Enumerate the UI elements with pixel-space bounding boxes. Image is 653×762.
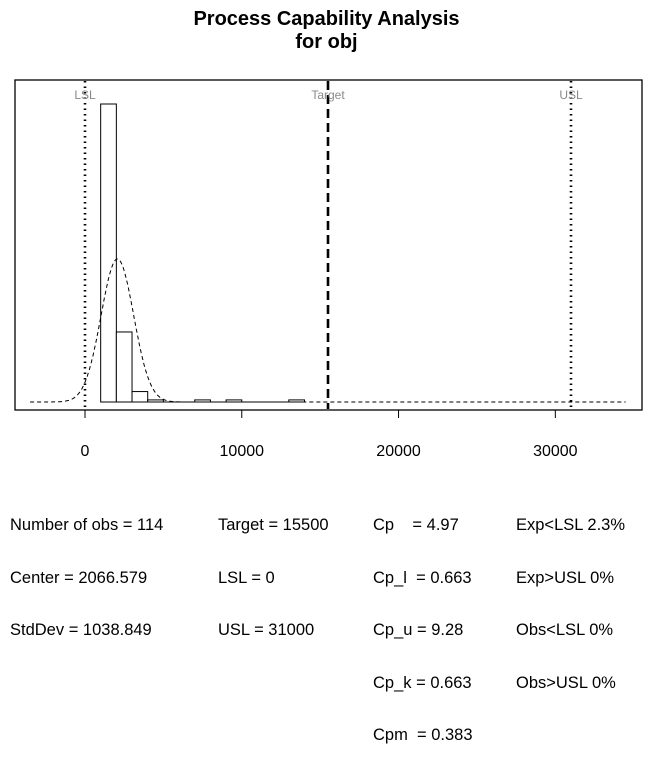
chart-title-line-2: for obj xyxy=(295,31,358,53)
stat-line: Center = 2066.579 xyxy=(10,568,148,587)
stat-line: Exp>USL 0% xyxy=(516,568,614,587)
stat-line: Exp<LSL 2.3% xyxy=(516,516,626,534)
histogram-bar xyxy=(131,391,149,403)
stats-column-1: Number of obs = 114 Center = 2066.579 St… xyxy=(10,482,163,657)
spec-label-lsl: LSL xyxy=(74,88,96,102)
stat-line: Cp_k = 0.663 xyxy=(373,673,472,692)
stat-line: Number of obs = 114 xyxy=(10,516,164,534)
stat-line: USL = 31000 xyxy=(218,621,315,639)
chart-title: Process Capability Analysis for obj xyxy=(0,8,653,54)
spec-label-usl: USL xyxy=(559,88,583,102)
chart-title-line-1: Process Capability Analysis xyxy=(193,8,460,30)
histogram-bar xyxy=(194,399,211,403)
histogram-bar xyxy=(147,399,164,403)
stats-column-3: Cp = 4.97 Cp_l = 0.663 Cp_u = 9.28 Cp_k … xyxy=(373,482,473,762)
plot-frame xyxy=(14,79,643,411)
stat-line: Target = 15500 xyxy=(218,516,329,534)
stats-column-2: Target = 15500 LSL = 0 USL = 31000 xyxy=(218,482,329,657)
histogram-bar xyxy=(115,331,133,403)
stat-line: Cp = 4.97 xyxy=(373,516,459,534)
stat-line: StdDev = 1038.849 xyxy=(10,621,152,639)
x-tick-label: 0 xyxy=(81,443,90,460)
stats-column-4: Exp<LSL 2.3% Exp>USL 0% Obs<LSL 0% Obs>U… xyxy=(516,482,625,710)
stat-line: Cp_l = 0.663 xyxy=(373,568,472,587)
stat-line: Obs<LSL 0% xyxy=(516,621,614,639)
spec-label-target: Target xyxy=(311,88,345,102)
capability-chart: LSL Target USL 0 10000 20000 30000 xyxy=(14,79,643,460)
stat-line: Obs>USL 0% xyxy=(516,673,616,692)
stat-line: Cp_u = 9.28 xyxy=(373,621,464,639)
histogram-bar xyxy=(100,103,117,403)
x-tick-label: 20000 xyxy=(376,443,421,460)
x-tick-label: 30000 xyxy=(533,443,578,460)
x-tick-label: 10000 xyxy=(220,443,265,460)
stat-line: LSL = 0 xyxy=(218,568,275,587)
stat-line: Cpm = 0.383 xyxy=(373,726,473,744)
